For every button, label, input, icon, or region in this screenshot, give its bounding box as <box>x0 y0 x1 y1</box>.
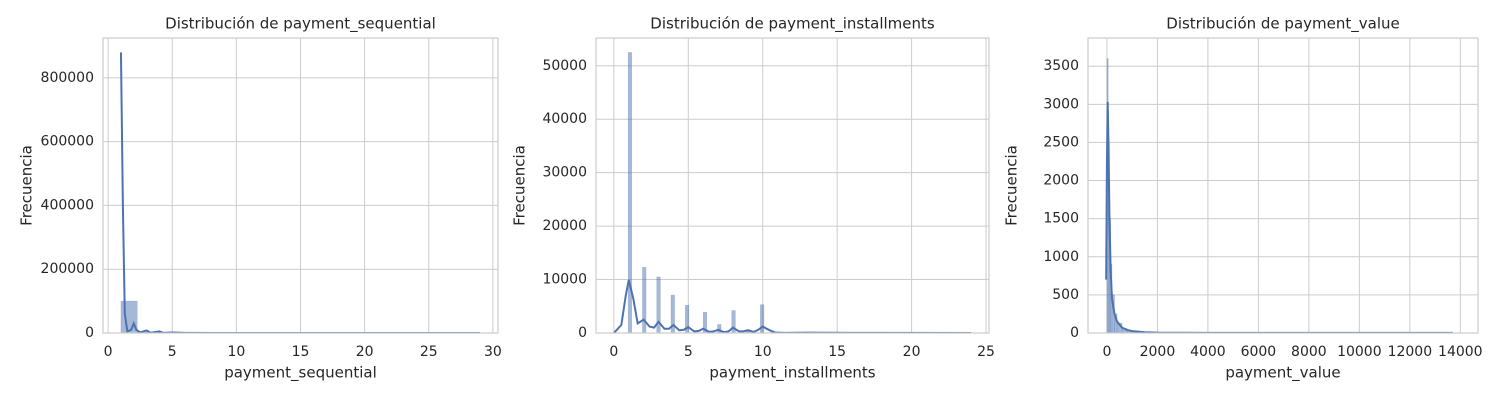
y-tick-label: 600000 <box>41 134 94 150</box>
x-tick-label: 25 <box>977 344 995 360</box>
x-tick-label: 10 <box>227 344 245 360</box>
bar <box>717 324 722 333</box>
x-tick-label: 4000 <box>1190 344 1226 360</box>
y-axis-label: Frecuencia <box>511 145 529 226</box>
y-tick-label: 10000 <box>542 272 587 288</box>
chart-title: Distribución de payment_sequential <box>165 15 436 34</box>
axes-frame <box>1087 37 1479 334</box>
panel: 0 200000 400000 600000 800000 0 5 10 15 20 25 30 Dis… <box>18 15 502 383</box>
y-tick-label: 1500 <box>1043 211 1079 227</box>
y-tick-label: 3000 <box>1043 96 1079 112</box>
x-tick-label: 0 <box>104 344 113 360</box>
y-tick-label: 0 <box>85 325 94 341</box>
x-tick-label: 14000 <box>1438 344 1483 360</box>
axes-frame <box>102 37 499 334</box>
y-tick-label: 2500 <box>1043 134 1079 150</box>
x-tick-label: 20 <box>356 344 374 360</box>
x-tick-label: 12000 <box>1388 344 1433 360</box>
chart-title: Distribución de payment_installments <box>650 15 935 34</box>
y-tick-label: 400000 <box>41 197 94 213</box>
x-tick-label: 10000 <box>1337 344 1382 360</box>
x-tick-label: 15 <box>828 344 846 360</box>
x-tick-label: 15 <box>292 344 310 360</box>
y-tick-label: 500 <box>1052 287 1079 303</box>
x-tick-label: 6000 <box>1241 344 1277 360</box>
y-tick-label: 30000 <box>542 165 587 181</box>
y-tick-label: 40000 <box>542 111 587 127</box>
x-tick-label: 5 <box>684 344 693 360</box>
x-tick-label: 20 <box>903 344 921 360</box>
x-tick-label: 0 <box>609 344 618 360</box>
x-tick-label: 2000 <box>1140 344 1176 360</box>
bar <box>702 311 708 333</box>
plot-area <box>1105 58 1454 333</box>
x-tick-label: 8000 <box>1291 344 1327 360</box>
x-tick-label: 0 <box>1102 344 1111 360</box>
panel: 0 10000 20000 30000 40000 50000 0 5 10 15 20 25 Dist… <box>511 15 995 383</box>
x-axis-label: payment_installments <box>709 364 875 383</box>
y-tick-label: 2000 <box>1043 173 1079 189</box>
plot-area <box>613 52 972 333</box>
x-tick-label: 5 <box>168 344 177 360</box>
chart-title: Distribución de payment_value <box>1166 15 1399 34</box>
y-tick-label: 20000 <box>542 218 587 234</box>
panel: 0 500 1000 1500 2000 2500 3000 3500 0 2000 4000 600… <box>1003 15 1483 383</box>
x-tick-label: 25 <box>420 344 438 360</box>
y-tick-label: 1000 <box>1043 249 1079 265</box>
y-axis-label: Frecuencia <box>18 145 36 226</box>
kde-line <box>1105 102 1453 333</box>
x-axis-label: payment_sequential <box>224 364 377 383</box>
x-axis-label: payment_value <box>1225 364 1340 383</box>
y-tick-label: 800000 <box>41 70 94 86</box>
kde-line <box>613 279 972 333</box>
y-tick-label: 200000 <box>41 261 94 277</box>
y-tick-label: 0 <box>578 325 587 341</box>
y-tick-label: 0 <box>1070 325 1079 341</box>
y-tick-label: 50000 <box>542 58 587 74</box>
axes-frame <box>595 37 990 334</box>
y-tick-label: 3500 <box>1043 58 1079 74</box>
x-tick-label: 30 <box>484 344 502 360</box>
bar <box>731 310 736 333</box>
y-axis-label: Frecuencia <box>1003 145 1021 226</box>
x-tick-label: 10 <box>754 344 772 360</box>
